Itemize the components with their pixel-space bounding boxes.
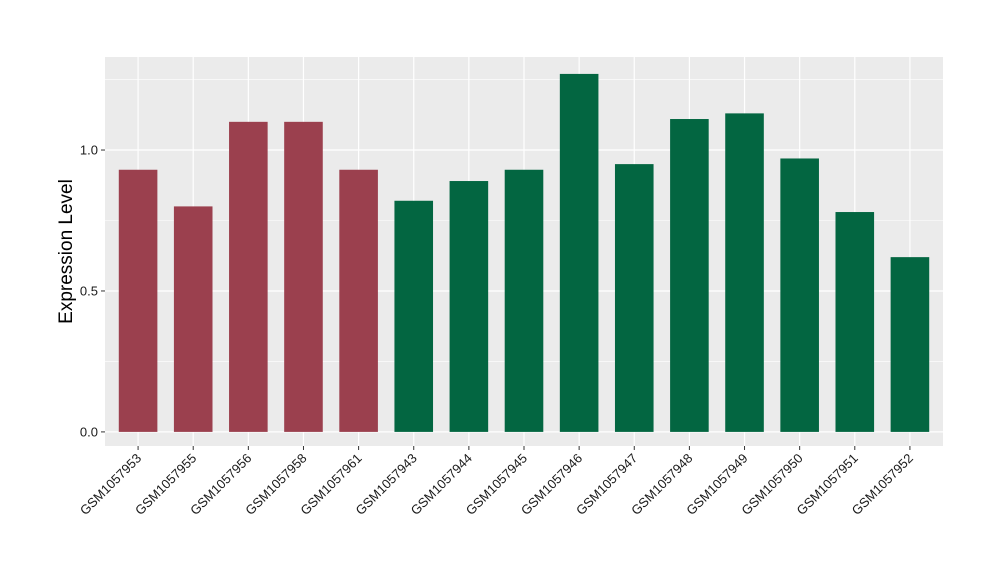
bar-gsm1057944 bbox=[449, 181, 489, 432]
bar-gsm1057947 bbox=[614, 164, 654, 432]
bar-gsm1057952 bbox=[890, 257, 930, 432]
bar-gsm1057955 bbox=[173, 206, 213, 432]
bar-gsm1057949 bbox=[725, 113, 764, 432]
bar-gsm1057951 bbox=[835, 212, 875, 432]
bar-gsm1057953 bbox=[118, 169, 158, 432]
bar-gsm1057950 bbox=[780, 158, 819, 432]
x-axis: GSM1057953GSM1057955GSM1057956GSM1057958… bbox=[77, 446, 916, 518]
bar-gsm1057948 bbox=[670, 119, 709, 432]
bar-gsm1057956 bbox=[229, 121, 268, 432]
y-axis-title: Expression Level bbox=[56, 179, 77, 324]
bar-gsm1057946 bbox=[559, 73, 599, 432]
y-tick-label: 0.5 bbox=[80, 283, 98, 298]
y-axis: 0.0 0.5 1.0 bbox=[80, 143, 105, 439]
bar-gsm1057958 bbox=[284, 121, 323, 432]
bar-gsm1057945 bbox=[504, 169, 544, 432]
bar-gsm1057943 bbox=[394, 200, 434, 432]
bars bbox=[118, 73, 930, 432]
y-tick-label: 1.0 bbox=[80, 143, 98, 158]
bar-gsm1057961 bbox=[339, 169, 378, 432]
y-tick-label: 0.0 bbox=[80, 424, 98, 439]
